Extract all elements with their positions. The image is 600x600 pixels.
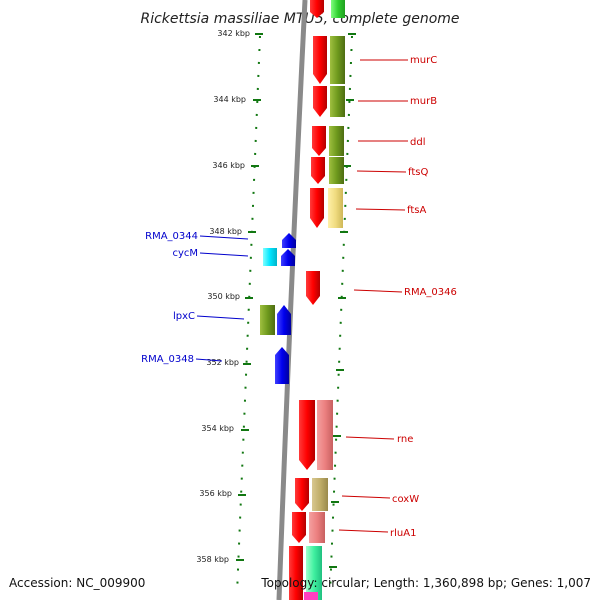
reverse-genes (260, 233, 296, 384)
kbp-label: 352 kbp (206, 358, 239, 367)
gene-label-murB: murB (410, 96, 437, 107)
gene-label-lpxC: lpxC (173, 311, 195, 322)
outer-major-ticks (329, 33, 356, 568)
gene-label-cycM: cycM (172, 248, 198, 259)
gene-label-ftsQ: ftsQ (408, 167, 428, 178)
gene-label-coxW: coxW (392, 494, 419, 505)
gene-arrow (313, 36, 327, 84)
gene-arrow (312, 126, 326, 156)
gene-category-block (329, 126, 344, 156)
gene-category-block (309, 512, 325, 543)
topology-text: Topology: circular; Length: 1,360,898 bp… (260, 576, 591, 590)
gene-category-block (263, 248, 277, 266)
gene-category-block (260, 305, 275, 335)
gene-category-block (312, 478, 328, 511)
gene-arrow (310, 188, 324, 228)
gene-category-block (330, 86, 345, 117)
gene-arrow (277, 305, 291, 335)
kbp-label: 358 kbp (196, 555, 229, 564)
accession-text: Accession: NC_009900 (9, 576, 145, 590)
gene-category-block (329, 157, 344, 184)
gene-arrow (281, 249, 295, 266)
category-track (304, 0, 345, 600)
gene-category-block (330, 36, 345, 84)
gene-arrow (310, 0, 324, 18)
gene-label-rluA1: rluA1 (390, 528, 416, 539)
kbp-label: 346 kbp (212, 161, 245, 170)
inner-major-ticks (236, 33, 263, 561)
gene-label-rne: rne (397, 434, 413, 445)
gene-arrow (313, 86, 327, 117)
gene-arrow (292, 512, 306, 543)
gene-arrow (299, 400, 315, 470)
gene-label-ftsA: ftsA (407, 205, 426, 216)
gene-label-RMA_0346: RMA_0346 (404, 287, 457, 298)
kbp-label: 354 kbp (201, 424, 234, 433)
gene-arrow (289, 546, 303, 600)
forward-gene-labels: murC murB ddl ftsQ ftsA RMA_0346 rne cox… (338, 55, 457, 539)
gene-label-RMA_0344: RMA_0344 (145, 231, 198, 242)
kbp-label: 344 kbp (213, 95, 246, 104)
gene-arrow (311, 157, 325, 184)
kbp-label: 342 kbp (217, 29, 250, 38)
gene-arrow (306, 271, 320, 305)
gene-category-block (304, 592, 318, 600)
reverse-gene-labels: RMA_0344 cycM lpxC RMA_0348 (141, 231, 249, 365)
kbp-label: 356 kbp (199, 489, 232, 498)
gene-label-RMA_0348: RMA_0348 (141, 354, 194, 365)
gene-category-block (306, 546, 322, 600)
kbp-label: 350 kbp (207, 292, 240, 301)
gene-category-block (317, 400, 333, 470)
gene-arrow (275, 347, 289, 384)
gene-arrow (282, 233, 296, 248)
genome-backbone (276, 0, 308, 600)
gene-label-murC: murC (410, 55, 437, 66)
map-title: Rickettsia massiliae MTU5, complete geno… (140, 11, 459, 27)
inner-dotted-track (236, 35, 261, 595)
gene-category-block (328, 188, 343, 228)
forward-genes (289, 0, 327, 600)
gene-arrow (295, 478, 309, 511)
kbp-label: 348 kbp (209, 227, 242, 236)
gene-label-ddl: ddl (410, 137, 425, 148)
outer-dotted-track (329, 35, 353, 595)
gene-category-block (331, 0, 345, 18)
kbp-scale: 342 kbp 344 kbp 346 kbp 348 kbp 350 kbp … (196, 29, 250, 564)
